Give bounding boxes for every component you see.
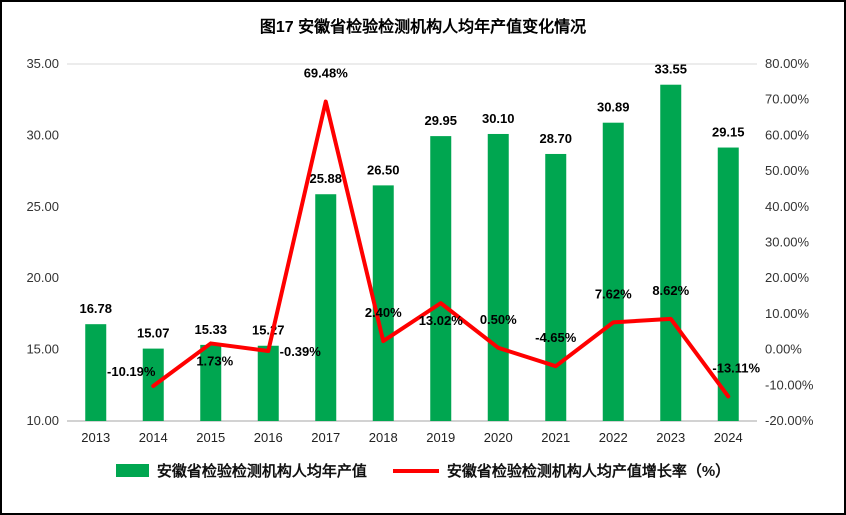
legend-label-bar-series: 安徽省检验检测机构人均年产值 xyxy=(156,463,367,480)
growth-rate-label: -13.11% xyxy=(712,360,760,375)
bar-value-label: 33.55 xyxy=(654,62,687,77)
bar xyxy=(660,84,682,422)
bar-value-label: 30.89 xyxy=(597,100,630,115)
growth-rate-label: 7.62% xyxy=(595,286,632,301)
growth-rate-label: -0.39% xyxy=(280,344,322,359)
x-axis-tick: 2023 xyxy=(656,430,685,445)
bar xyxy=(372,185,394,421)
left-axis-tick: 15.00 xyxy=(26,342,59,357)
bar xyxy=(257,345,279,421)
x-axis-tick: 2020 xyxy=(484,430,513,445)
right-axis-tick: 50.00% xyxy=(765,163,810,178)
right-axis-tick: 30.00% xyxy=(765,235,810,250)
line-series-swatch xyxy=(392,468,439,473)
x-axis-tick: 2019 xyxy=(426,430,455,445)
growth-rate-line xyxy=(151,99,731,399)
x-axis-tick: 2022 xyxy=(599,430,628,445)
left-axis-tick: 10.00 xyxy=(26,413,59,428)
bar-series-swatch xyxy=(115,464,149,477)
legend-item-bar-series: 安徽省检验检测机构人均年产值 xyxy=(115,460,367,481)
bar-value-label: 29.15 xyxy=(712,125,745,140)
right-axis-tick: 0.00% xyxy=(765,342,802,357)
x-axis-tick: 2017 xyxy=(311,430,340,445)
growth-rate-label: 13.02% xyxy=(419,313,464,328)
bar-value-label: 25.88 xyxy=(309,171,342,186)
bar xyxy=(487,133,509,422)
bar-value-label: 28.70 xyxy=(539,131,572,146)
x-axis-tick: 2014 xyxy=(139,430,168,445)
legend-item-line-series: 安徽省检验检测机构人均产值增长率（%） xyxy=(392,460,731,481)
combo-chart: 35.00 30.00 25.00 20.00 15.00 10.00 80.00% 70.0… xyxy=(26,56,814,445)
growth-rate-label: 1.73% xyxy=(196,353,233,368)
bar xyxy=(200,344,222,421)
right-axis-tick: 70.00% xyxy=(765,92,810,107)
right-axis-tick: 40.00% xyxy=(765,199,810,214)
x-axis-tick: 2013 xyxy=(81,430,110,445)
x-axis-tick: 2021 xyxy=(541,430,570,445)
chart-legend: 安徽省检验检测机构人均年产值 安徽省检验检测机构人均产值增长率（%） xyxy=(2,460,844,481)
bar xyxy=(430,136,452,421)
x-axis-tick: 2018 xyxy=(369,430,398,445)
right-axis-tick: 10.00% xyxy=(765,306,810,321)
growth-rate-label: 2.40% xyxy=(365,305,402,320)
right-axis-tick: 60.00% xyxy=(765,127,810,142)
left-axis-tick: 25.00 xyxy=(26,199,59,214)
bar-value-label: 30.10 xyxy=(482,111,515,126)
bar-value-label: 15.33 xyxy=(194,322,227,337)
bar xyxy=(315,194,337,421)
right-axis-tick: 80.00% xyxy=(765,56,810,71)
growth-rate-label: 69.48% xyxy=(304,66,349,81)
bar-value-label: 15.27 xyxy=(252,323,285,338)
left-axis-tick: 35.00 xyxy=(26,56,59,71)
right-axis-tick: 20.00% xyxy=(765,270,810,285)
x-axis-tick: 2015 xyxy=(196,430,225,445)
growth-rate-label: 8.62% xyxy=(652,283,689,298)
growth-rate-label: -4.65% xyxy=(535,330,577,345)
bar-value-label: 15.07 xyxy=(137,326,170,341)
bar-value-label: 16.78 xyxy=(79,301,112,316)
right-axis-tick: -10.00% xyxy=(765,377,814,392)
bar xyxy=(602,122,624,422)
bar xyxy=(717,147,739,421)
chart-title: 图17 安徽省检验检测机构人均年产值变化情况 xyxy=(259,19,587,36)
bar xyxy=(545,153,567,421)
right-axis-tick: -20.00% xyxy=(765,413,814,428)
x-axis-tick: 2024 xyxy=(714,430,743,445)
bar xyxy=(85,324,107,421)
left-axis-tick: 20.00 xyxy=(26,270,59,285)
x-axis-tick: 2016 xyxy=(254,430,283,445)
growth-rate-label: 0.50% xyxy=(480,312,517,327)
growth-rate-label: -10.19% xyxy=(107,364,156,379)
bar-value-label: 26.50 xyxy=(367,162,400,177)
bar-value-label: 29.95 xyxy=(424,113,457,128)
left-axis-tick: 30.00 xyxy=(26,127,59,142)
legend-label-line-series: 安徽省检验检测机构人均产值增长率（%） xyxy=(446,463,731,480)
